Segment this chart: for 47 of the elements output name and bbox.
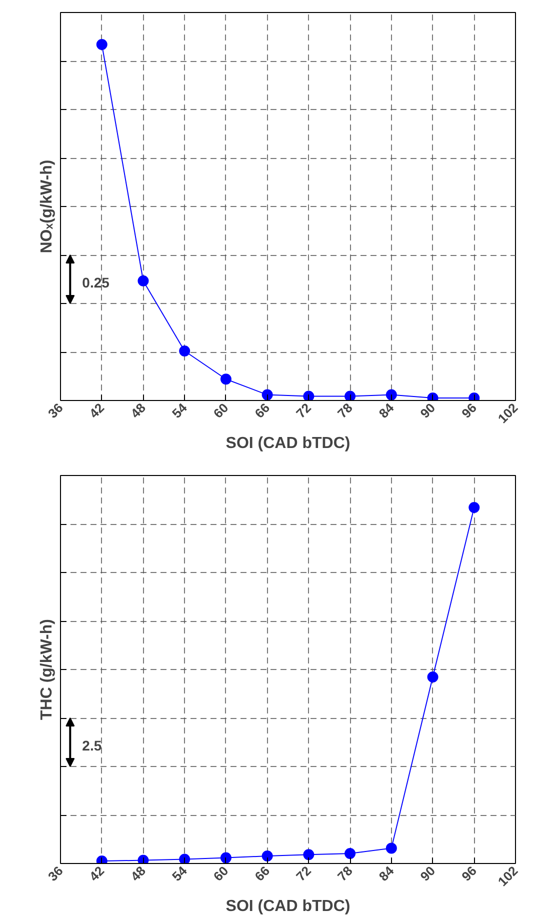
x-tick-label: 72 bbox=[293, 400, 314, 422]
x-tick-label: 60 bbox=[210, 400, 232, 422]
point bbox=[386, 842, 397, 854]
point bbox=[96, 39, 108, 50]
point bbox=[303, 849, 314, 860]
x-tick-label: 48 bbox=[128, 863, 149, 884]
x-tick-label: 54 bbox=[169, 862, 190, 884]
x-tick-label: 66 bbox=[252, 400, 273, 422]
point bbox=[262, 850, 273, 862]
x-tick-label: 84 bbox=[376, 862, 398, 884]
x-tick-label: 84 bbox=[376, 400, 398, 422]
x-axis-title: SOI (CAD bTDC) bbox=[226, 435, 350, 452]
point bbox=[303, 390, 314, 400]
x-tick-label: 102 bbox=[494, 863, 521, 890]
x-tick-label: 72 bbox=[293, 863, 314, 884]
point bbox=[179, 346, 190, 357]
x-tick-label: 90 bbox=[417, 400, 438, 422]
x-tick-label: 78 bbox=[334, 400, 356, 422]
point bbox=[220, 374, 232, 385]
x-tick-label: 42 bbox=[86, 863, 108, 884]
x-tick-label: 54 bbox=[169, 400, 190, 422]
point bbox=[468, 502, 480, 514]
x-axis-title: SOI (CAD bTDC) bbox=[226, 898, 350, 916]
point bbox=[138, 275, 149, 286]
x-tick-label: 78 bbox=[334, 863, 356, 884]
point bbox=[344, 848, 356, 860]
x-tick-label: 36 bbox=[44, 863, 66, 884]
annotation: 2.5 bbox=[82, 737, 102, 754]
annotation: 0.25 bbox=[82, 274, 110, 290]
x-tick-label: 36 bbox=[44, 400, 66, 422]
point bbox=[386, 389, 397, 400]
x-tick-label: 42 bbox=[86, 400, 108, 422]
point bbox=[262, 389, 273, 400]
x-tick-label: 48 bbox=[128, 400, 149, 422]
y-axis-title: NOₓ(g/kW-h) bbox=[38, 160, 56, 254]
x-tick-label: 102 bbox=[494, 400, 521, 426]
point bbox=[220, 852, 232, 864]
point bbox=[138, 854, 149, 864]
point bbox=[344, 390, 356, 400]
x-tick-label: 90 bbox=[417, 863, 438, 884]
point bbox=[179, 854, 190, 864]
x-tick-label: 96 bbox=[458, 400, 480, 422]
point bbox=[427, 671, 438, 682]
y-axis-title: THC (g/kW-h) bbox=[38, 619, 56, 720]
x-tick-label: 96 bbox=[458, 863, 480, 884]
x-tick-label: 60 bbox=[210, 863, 232, 884]
x-tick-label: 66 bbox=[252, 863, 273, 884]
